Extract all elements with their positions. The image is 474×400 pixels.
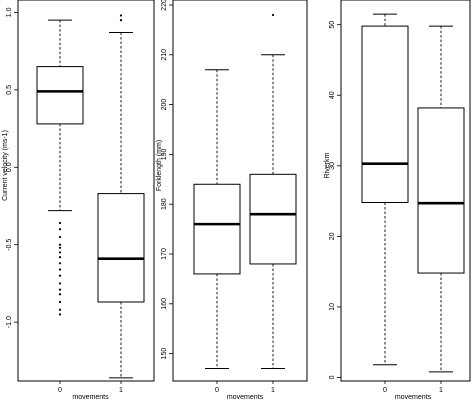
y-tick-label: 220 (161, 0, 168, 11)
plot-frame (17, 0, 155, 382)
outlier-point (58, 221, 62, 225)
y-tick-label: 200 (161, 99, 168, 111)
x-axis-label: movements (72, 394, 109, 400)
y-tick-label: 50 (329, 21, 336, 29)
outlier-point (58, 228, 62, 231)
box-1 (249, 13, 297, 370)
y-tick-label: -1.0 (6, 316, 13, 328)
outlier-point (58, 274, 62, 277)
y-tick-label: 190 (161, 148, 168, 160)
outlier-point (58, 282, 62, 285)
outlier-point (58, 243, 62, 246)
panel-1: -1.0 -0.5 0.0 0.5 1.0 Current velocity (ms-1)… (2, 0, 155, 400)
x-tick-label: 0 (58, 387, 62, 394)
y-tick-label: 0.0 (6, 162, 13, 172)
box-0 (361, 13, 409, 366)
box-0 (193, 69, 241, 370)
outlier-point (58, 246, 62, 249)
outlier-point (58, 293, 62, 296)
x-axis-label: movements (227, 394, 264, 400)
box-0 (36, 19, 84, 316)
outlier-point (58, 235, 62, 239)
iqr-box (361, 25, 409, 203)
outlier-point (58, 308, 62, 311)
x-tick-label: 1 (271, 387, 275, 394)
y-tick-label: 0.5 (6, 85, 13, 95)
iqr-box (193, 183, 241, 275)
y-tick-label: 160 (161, 298, 168, 310)
y-tick-label: 30 (329, 162, 336, 170)
x-tick-label: 1 (119, 387, 123, 394)
plot-frame (340, 0, 471, 382)
outlier-point (58, 300, 62, 304)
outlier-point (119, 19, 123, 22)
y-tick-label: 150 (161, 348, 168, 360)
y-tick-label: 1.0 (6, 7, 13, 17)
x-tick-label: 1 (439, 387, 443, 394)
y-axis-label: Forklength (mm) (156, 140, 163, 191)
y-tick-label: 40 (329, 91, 336, 99)
iqr-box (249, 173, 297, 265)
box-1 (97, 14, 145, 379)
y-tick-label: -0.5 (6, 239, 13, 251)
iqr-box (417, 107, 465, 274)
plot-frame (172, 0, 308, 382)
outlier-point (58, 262, 62, 265)
y-tick-label: 210 (161, 49, 168, 61)
outlier-point (58, 288, 62, 291)
y-axis-label: Riverkm (324, 153, 331, 179)
x-axis-label: movements (395, 394, 432, 400)
outlier-point (119, 14, 123, 17)
iqr-box (97, 193, 145, 303)
y-tick-label: 170 (161, 248, 168, 260)
panel-2: 150 160 170 180 190 200 210 220 Forklength (mm) 0… (156, 0, 308, 400)
x-tick-label: 0 (383, 387, 387, 394)
y-tick-label: 20 (329, 232, 336, 240)
outlier-point (271, 13, 275, 17)
outlier-point (58, 268, 62, 271)
y-tick-label: 180 (161, 198, 168, 210)
outlier-point (58, 251, 62, 254)
box-1 (417, 25, 465, 373)
panel-3: 0 10 20 30 40 50 Riverkm 0 1 movements (324, 0, 471, 400)
x-tick-label: 0 (215, 387, 219, 394)
iqr-box (36, 66, 84, 125)
outlier-point (58, 313, 62, 316)
y-tick-label: 0 (329, 375, 336, 379)
y-axis-label: Current velocity (ms-1) (2, 130, 9, 201)
outlier-point (58, 255, 62, 259)
y-tick-label: 10 (329, 303, 336, 311)
